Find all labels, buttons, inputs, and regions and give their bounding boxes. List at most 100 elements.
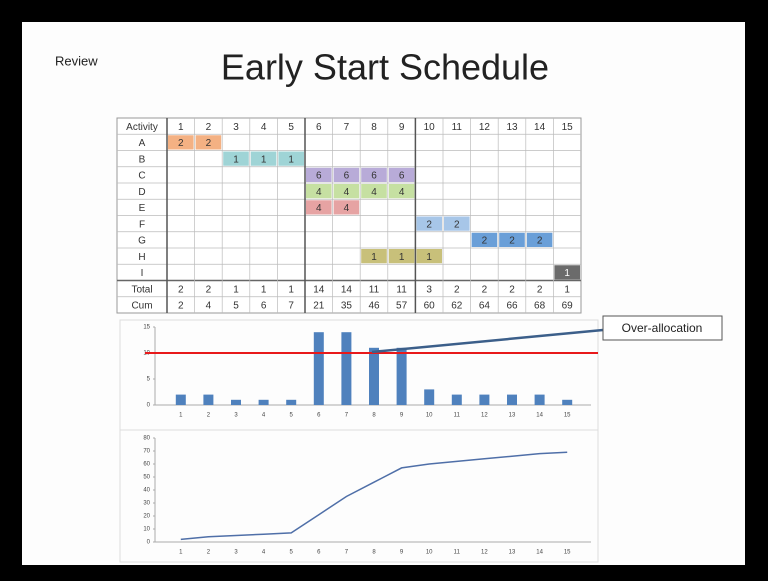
table-cell: 3 [426,284,432,295]
table-cell: 1 [233,154,239,165]
table-bar-cell [306,184,332,199]
table-cell: 5 [233,301,239,312]
line-chart-frame [119,429,599,563]
x-tick-label: 3 [234,550,238,556]
y-tick-label: 40 [143,488,150,494]
slide-title: Early Start Schedule [221,47,549,88]
table-header-cell: 9 [399,122,405,133]
table-cell: 1 [564,268,570,279]
table-bar-cell [526,232,553,247]
table-bar-cell [416,249,442,264]
table-header-cell: 7 [344,122,350,133]
table-cell: 2 [178,138,184,149]
table-bar-cell [306,167,332,182]
x-tick-label: 14 [536,413,543,419]
y-tick-label: 15 [143,325,150,331]
table-cell: 6 [344,171,350,182]
table-cell: 6 [261,301,267,312]
table-cell: 6 [316,171,322,182]
table-cell: 4 [344,187,350,198]
table-bar-cell [223,151,249,166]
table-row-label: A [139,138,146,149]
table-cell: 2 [454,284,460,295]
line [180,451,568,541]
table-cell: 11 [396,284,407,295]
table-bar-cell [388,184,415,199]
table-bar-cell [388,167,415,182]
x-tick-label: 10 [426,550,433,556]
x-tick-label: 2 [207,550,211,556]
table-cell: 4 [316,187,322,198]
table-bar-cell [333,184,360,199]
y-tick-label: 80 [143,436,150,442]
x-tick-label: 13 [509,550,516,556]
table-cell: 57 [396,301,408,312]
x-tick-label: 7 [345,413,349,419]
x-tick-label: 11 [454,550,461,556]
table-cell: 1 [233,284,239,295]
table-header-cell: 14 [534,122,546,133]
annotation-connector [371,328,604,354]
table-row-label: Cum [131,301,152,312]
y-tick-label: 20 [143,514,150,520]
x-tick-label: 9 [400,413,404,419]
table-header-cell: 3 [233,122,239,133]
table-bar-cell [361,249,387,264]
table-cell: 2 [482,284,488,295]
table-cell: 1 [564,284,570,295]
table-cell: 2 [509,236,515,247]
bar [507,394,517,405]
table-bar-cell [333,200,360,215]
bar [313,332,324,405]
table-header-cell: 10 [424,122,436,133]
y-tick-label: 70 [143,449,150,455]
x-tick-label: 15 [564,550,571,556]
x-tick-label: 12 [481,413,488,419]
table-cell: 1 [288,154,294,165]
bar [562,399,573,405]
table-header-cell: 8 [371,122,377,133]
table-header-cell: 2 [206,122,212,133]
table-cell: 2 [206,138,212,149]
table-row-label: E [139,203,146,214]
x-tick-label: 12 [481,550,488,556]
bar [203,394,214,405]
table-cell: 2 [454,219,460,230]
table-cell: 2 [537,236,543,247]
y-tick-label: 60 [143,462,150,468]
table-cell: 4 [316,203,322,214]
table-header-cell: 5 [288,122,294,133]
table-cell: 2 [482,236,488,247]
x-tick-label: 9 [400,550,404,556]
table-bar-cell [306,200,332,215]
table-header-cell: 11 [452,122,463,133]
table-header-cell: 13 [506,122,518,133]
bar [258,399,269,405]
table-cell: 21 [313,301,325,312]
y-tick-label: 10 [143,527,150,533]
x-tick-label: 4 [262,413,266,419]
table-cell: 6 [371,171,377,182]
table-bar-cell [499,232,525,247]
table-bar-cell [195,135,222,150]
bar [396,347,407,405]
table-cell: 4 [206,301,212,312]
table-cell: 4 [371,187,377,198]
y-tick-label: 0 [147,540,151,546]
table-cell: 4 [344,203,350,214]
table-cell: 1 [371,252,377,263]
table-cell: 1 [399,252,405,263]
x-tick-label: 5 [290,550,294,556]
table-row-label: D [138,187,145,198]
table-cell: 2 [509,284,515,295]
table-bar-cell [361,167,387,182]
table-cell: 2 [178,284,184,295]
table-cell: 2 [206,284,212,295]
x-tick-label: 1 [179,413,183,419]
x-tick-label: 10 [426,413,433,419]
table-bar-cell [361,184,387,199]
x-tick-label: 15 [564,413,571,419]
table-header-cell: 6 [316,122,322,133]
x-tick-label: 7 [345,550,349,556]
